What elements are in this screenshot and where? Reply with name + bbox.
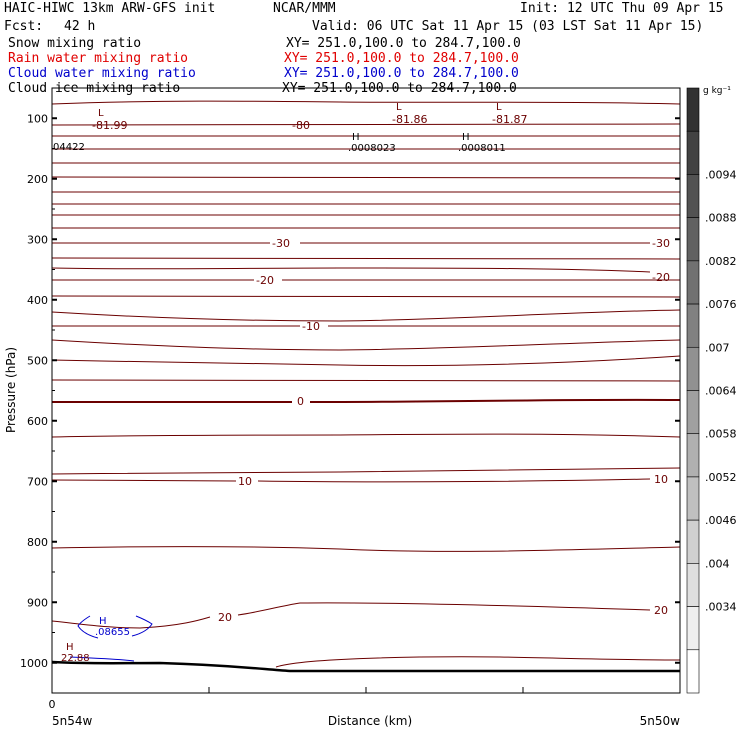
colorbar-label: .0052 <box>705 471 737 484</box>
colorbar: .0094 .0088 .0082 .0076 .007 .0064 .0058 .0052.… <box>686 86 737 694</box>
contour-label: 20 <box>654 604 668 617</box>
contour-label: -20 <box>256 274 274 287</box>
x-axis-title: Distance (km) <box>328 714 412 728</box>
init-label: Init: 12 UTC Thu 09 Apr 15 <box>520 1 724 16</box>
field-xy-cloud-water: XY= 251.0,100.0 to 284.7,100.0 <box>284 66 519 81</box>
plot-frame <box>51 87 681 694</box>
colorbar-band <box>686 606 700 651</box>
colorbar-label: .0082 <box>705 255 737 268</box>
contour-label: 20 <box>218 611 232 624</box>
contour-label: 10 <box>238 475 252 488</box>
high-marker: H <box>352 132 360 143</box>
high-value: .0008011 <box>458 143 506 154</box>
field-name-snow: Snow mixing ratio <box>8 36 142 51</box>
x-endpoint-right: 5n50w <box>640 714 681 728</box>
y-tick-label: 200 <box>27 173 48 186</box>
colorbar-label: .0094 <box>705 168 737 181</box>
org-label: NCAR/MMM <box>273 1 336 16</box>
field-xy-rain: XY= 251.0,100.0 to 284.7,100.0 <box>284 51 519 66</box>
cloud-water-contour <box>69 615 153 662</box>
colorbar-band <box>686 174 700 218</box>
edge-value: 04422 <box>53 142 85 153</box>
colorbar-unit: g kg⁻¹ <box>703 86 731 96</box>
terrain-surface <box>51 660 680 673</box>
y-tick-label: 600 <box>27 415 48 428</box>
y-tick-label: 700 <box>27 475 48 488</box>
contour-label: -30 <box>652 237 670 250</box>
contour-label: -81.87 <box>492 113 527 126</box>
y-tick-label: 300 <box>27 233 48 246</box>
contour-label: -81.99 <box>92 119 127 132</box>
colorbar-label: .0088 <box>705 212 737 225</box>
colorbar-band <box>686 217 700 262</box>
contour-label: -81.86 <box>392 113 427 126</box>
colorbar-band <box>686 433 700 478</box>
cloud-water-high-marker: H <box>99 616 107 627</box>
colorbar-band <box>686 476 700 521</box>
contour-label: 10 <box>654 473 668 486</box>
colorbar-band <box>686 303 700 348</box>
x-endpoint-left: 5n54w <box>52 714 93 728</box>
low-marker: L <box>396 102 402 113</box>
y-tick-label: 100 <box>27 112 48 125</box>
colorbar-label: .007 <box>705 341 730 354</box>
colorbar-label: .004 <box>705 557 730 570</box>
temperature-contours <box>51 100 681 668</box>
rain-high-value: 22.88 <box>61 653 90 664</box>
contour-label: -30 <box>272 237 290 250</box>
colorbar-label: .0058 <box>705 428 737 441</box>
fcst-label: Fcst: <box>4 19 44 34</box>
colorbar-band <box>686 130 700 175</box>
y-tick-label: 1000 <box>20 657 48 670</box>
contour-label: 0 <box>297 395 304 408</box>
colorbar-band <box>686 563 700 607</box>
field-name-rain: Rain water mixing ratio <box>8 51 189 66</box>
contour-label: -10 <box>302 320 320 333</box>
y-tick-label: 500 <box>27 354 48 367</box>
y-tick-label: 400 <box>27 294 48 307</box>
colorbar-band <box>686 260 700 305</box>
title-left: HAIC-HIWC 13km ARW-GFS init <box>4 1 216 16</box>
low-marker: L <box>496 102 502 113</box>
contour-label: -80 <box>292 119 310 132</box>
colorbar-label: .0034 <box>705 601 737 614</box>
field-xy-snow: XY= 251.0,100.0 to 284.7,100.0 <box>286 36 521 51</box>
contour-label: -20 <box>652 271 670 284</box>
colorbar-label: .0076 <box>705 298 737 311</box>
high-value: .0008023 <box>348 143 396 154</box>
colorbar-band <box>686 87 700 132</box>
low-marker: L <box>98 108 104 119</box>
colorbar-band <box>686 346 700 391</box>
colorbar-band <box>686 649 700 694</box>
colorbar-band <box>686 519 700 564</box>
y-axis-title: Pressure (hPa) <box>4 347 18 433</box>
high-marker: H <box>462 132 470 143</box>
colorbar-band <box>686 390 700 435</box>
valid-label: Valid: 06 UTC Sat 11 Apr 15 (03 LST Sat … <box>312 19 704 34</box>
colorbar-label: .0046 <box>705 514 737 527</box>
field-name-cloud-water: Cloud water mixing ratio <box>8 66 196 81</box>
x-axis: 0 <box>49 687 681 711</box>
fcst-value: 42 h <box>64 19 96 34</box>
x-tick-label: 0 <box>49 698 56 711</box>
colorbar-label: .0064 <box>705 385 737 398</box>
y-tick-label: 800 <box>27 536 48 549</box>
cloud-water-high-value: .08655 <box>95 627 130 638</box>
y-tick-label: 900 <box>27 596 48 609</box>
rain-high-marker: H <box>66 642 74 653</box>
